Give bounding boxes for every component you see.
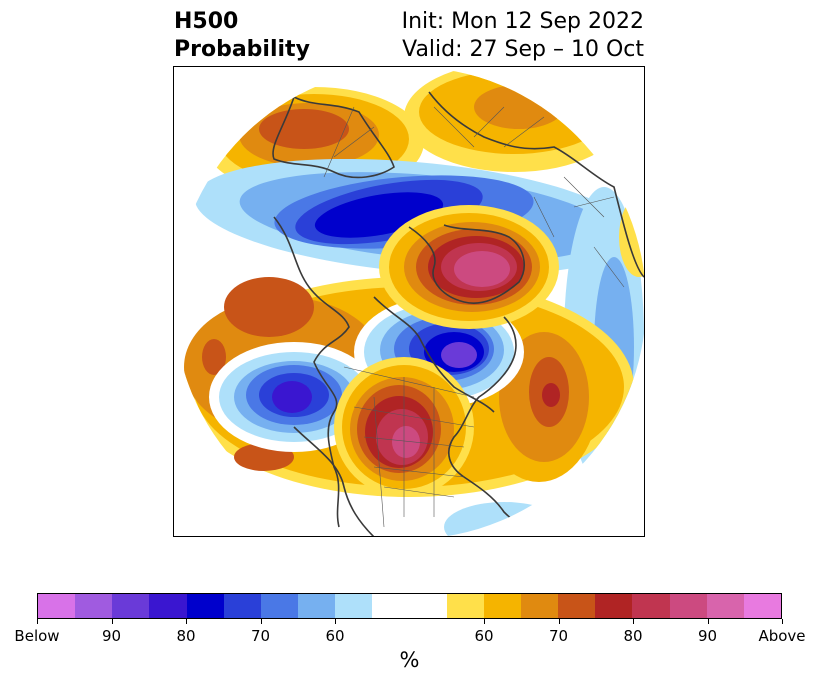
colorbar (37, 593, 782, 619)
colorbar-swatch (706, 594, 744, 618)
colorbar-tick-label: 80 (623, 627, 643, 645)
colorbar-swatch (743, 594, 782, 618)
colorbar-swatch (298, 594, 336, 618)
colorbar-swatch (335, 594, 373, 618)
colorbar-tickmark (335, 619, 336, 624)
political-borders (323, 106, 625, 528)
colorbar-swatch (446, 594, 484, 618)
colorbar-swatch (112, 594, 150, 618)
map-title: H500 Probability (174, 8, 310, 64)
colorbar-tick-label: 60 (474, 627, 494, 645)
colorbar-tick-label: 90 (101, 627, 122, 645)
colorbar-swatch (38, 594, 76, 618)
colorbar-tickmark (37, 619, 38, 624)
colorbar-tickmark (484, 619, 485, 624)
colorbar-tickmark (186, 619, 187, 624)
colorbar-swatch (372, 594, 447, 618)
colorbar-swatch (260, 594, 299, 618)
colorbar-tick-label: 70 (250, 627, 271, 645)
colorbar-unit-label: % (399, 648, 420, 672)
colorbar-tick-label: Below (14, 627, 60, 645)
colorbar-tickmark (558, 619, 560, 624)
colorbar-tick-label: 90 (697, 627, 718, 645)
init-date: Init: Mon 12 Sep 2022 (401, 9, 644, 34)
colorbar-swatch (558, 594, 596, 618)
colorbar-swatch (186, 594, 224, 618)
colorbar-tick-labels: Below 90 80 70 60 60 70 80 90 Above (0, 627, 819, 647)
colorbar-swatch (669, 594, 707, 618)
colorbar-tickmark (633, 619, 634, 624)
colorbar-tick-label: 80 (176, 627, 196, 645)
colorbar-swatch (483, 594, 522, 618)
probability-field (174, 67, 644, 536)
colorbar-swatch (632, 594, 670, 618)
colorbar-swatch (595, 594, 633, 618)
map-canvas (174, 67, 644, 536)
colorbar-swatch (521, 594, 559, 618)
coastlines (272, 91, 644, 536)
colorbar-swatch (75, 594, 113, 618)
anomaly-above-north-america (334, 357, 474, 497)
forecast-dates: Init: Mon 12 Sep 2022 Valid: 27 Sep – 10… (402, 8, 644, 64)
colorbar-tickmark (260, 619, 262, 624)
colorbar-tick-label: 60 (325, 627, 345, 645)
anomaly-above-europe (404, 67, 624, 172)
title-variable: H500 (174, 9, 239, 34)
colorbar-tickmark (707, 619, 709, 624)
colorbar-tickmark (782, 619, 783, 624)
colorbar-tickmark (111, 619, 113, 624)
colorbar-tick-label: 70 (548, 627, 569, 645)
title-product: Probability (174, 37, 310, 62)
anomaly-above-greenland (379, 205, 559, 329)
anomaly-below-pacific (209, 342, 379, 452)
colorbar-swatch (223, 594, 261, 618)
colorbar-tick-label: Above (758, 627, 806, 645)
colorbar-swatch (149, 594, 187, 618)
valid-range: Valid: 27 Sep – 10 Oct (402, 37, 644, 62)
polar-map (173, 66, 645, 537)
